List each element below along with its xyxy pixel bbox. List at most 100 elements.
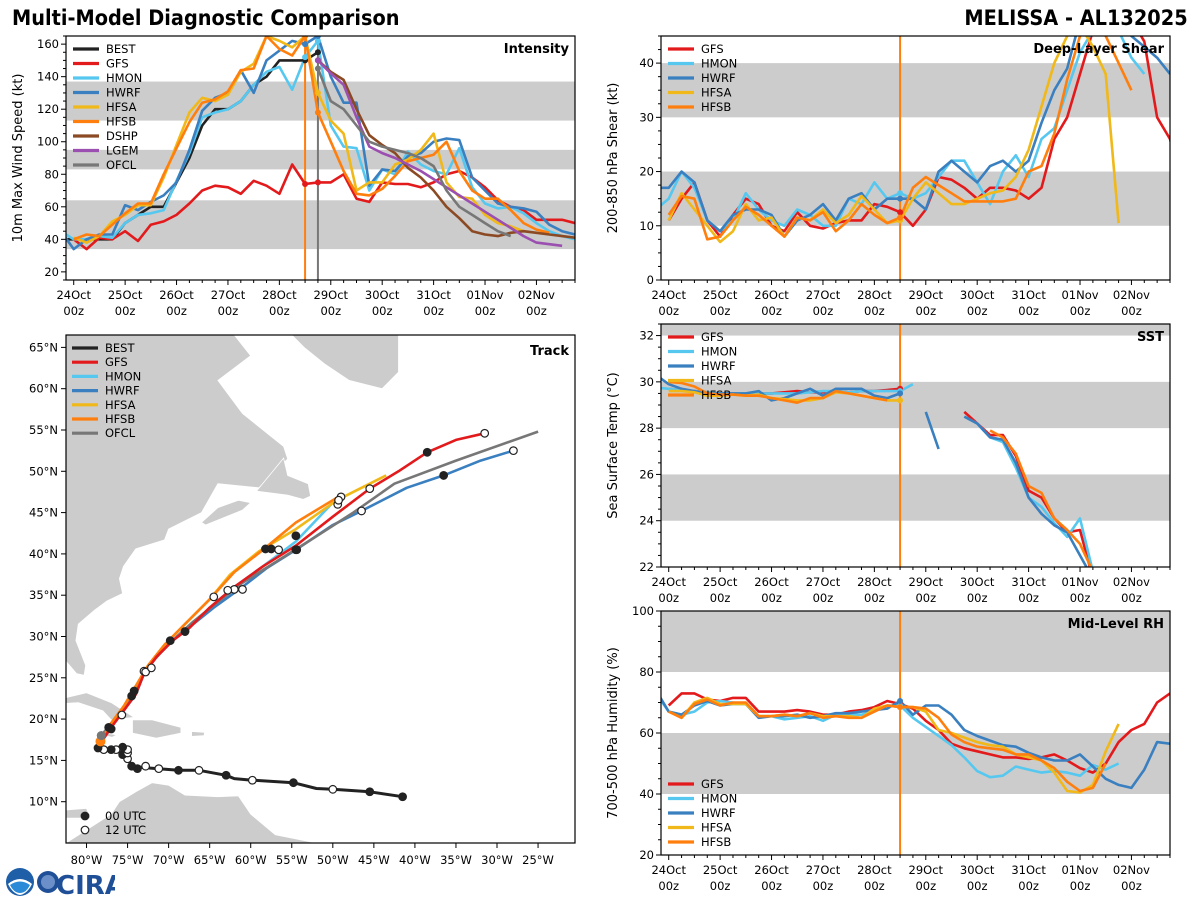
intensity-init-marker xyxy=(302,36,309,39)
sst-xtick-label-hour: 00z xyxy=(1121,591,1142,605)
rh-xtick-label-date: 31Oct xyxy=(1011,863,1046,877)
track-xtick-label: 70°W xyxy=(153,853,185,867)
legend-label-lgem: LGEM xyxy=(106,144,139,158)
shear-ytick-label: 20 xyxy=(639,165,654,179)
land-polygon xyxy=(255,457,312,500)
track-marker-00utc xyxy=(133,764,142,774)
rh-xtick-label-hour: 00z xyxy=(1121,879,1142,893)
legend-label-hfsa: HFSA xyxy=(701,86,732,100)
shear-xtick-label-hour: 00z xyxy=(1070,304,1091,318)
intensity-xtick-label-date: 25Oct xyxy=(108,288,143,302)
legend-label-best: BEST xyxy=(105,341,135,355)
sst-xtick-label-hour: 00z xyxy=(1018,591,1039,605)
track-ytick-label: 55°N xyxy=(29,423,58,437)
sst-ytick-label: 28 xyxy=(639,421,654,435)
legend-label-hwrf: HWRF xyxy=(105,384,140,398)
track-marker-00utc xyxy=(174,765,183,775)
shear-init-marker xyxy=(897,195,904,202)
track-marker-00utc xyxy=(365,787,375,797)
rh-xtick-label-hour: 00z xyxy=(915,879,936,893)
sst-xtick-label-hour: 00z xyxy=(967,591,988,605)
rh-xtick-label-date: 25Oct xyxy=(703,863,738,877)
rh-ytick-label: 80 xyxy=(639,665,654,679)
track-marker-00utc xyxy=(292,545,302,555)
sst-ytick-label: 32 xyxy=(639,329,654,343)
intensity-init-marker xyxy=(302,181,309,188)
shear-panel: 0 10 20 30 40 24Oct 00z 25Oct 00z 26Oct 00z 27Oct 00… xyxy=(606,35,1171,318)
intensity-series-hfsb xyxy=(73,36,550,241)
track-panel: 10°N 15°N 20°N 25°N 30°N 35°N 40°N 45°N 50°N 55°N… xyxy=(29,334,576,867)
shear-xtick-label-date: 30Oct xyxy=(960,288,995,302)
track-marker-12utc xyxy=(141,761,151,771)
track-xtick-label: 60°W xyxy=(235,853,267,867)
track-marker-00utc xyxy=(398,792,407,802)
intensity-ytick-label: 160 xyxy=(37,37,59,51)
land-polygon xyxy=(66,335,289,676)
track-ytick-label: 40°N xyxy=(29,547,58,561)
intensity-init-marker xyxy=(314,89,321,96)
sst-series-hwrf_b2 xyxy=(963,415,1088,567)
sst-panel: 22 24 26 28 30 32 24Oct 00z 25Oct 00z 26Oct 00z 27Oc… xyxy=(606,323,1171,605)
track-marker-12utc xyxy=(357,506,366,516)
intensity-xtick-label-hour: 00z xyxy=(115,304,136,318)
sst-shaded-band xyxy=(661,381,1170,429)
track-marker-12utc xyxy=(328,784,338,794)
shear-init-marker xyxy=(897,209,904,216)
track-ytick-label: 50°N xyxy=(29,464,58,478)
legend-label-hwrf: HWRF xyxy=(701,71,736,85)
track-xtick-label: 45°W xyxy=(358,853,390,867)
storm-title: MELISSA - AL132025 xyxy=(964,6,1188,30)
track-marker-12utc xyxy=(117,710,127,720)
track-marker-12utc xyxy=(480,428,490,438)
intensity-xtick-label-date: 01Nov xyxy=(466,288,503,302)
legend-label-hwrf: HWRF xyxy=(701,359,736,373)
shear-xtick-label-date: 02Nov xyxy=(1113,288,1150,302)
sst-shaded-band xyxy=(661,324,1170,336)
sst-xtick-label-date: 31Oct xyxy=(1011,575,1046,589)
track-marker-00utc xyxy=(165,636,175,646)
rh-xtick-label-date: 30Oct xyxy=(960,863,995,877)
land-polygon xyxy=(200,499,252,526)
sst-xtick-label-hour: 00z xyxy=(761,591,782,605)
shear-ytick-label: 10 xyxy=(639,219,654,233)
sst-xtick-label-date: 26Oct xyxy=(754,575,789,589)
sst-xtick-label-hour: 00z xyxy=(915,591,936,605)
land-polygon xyxy=(66,692,136,721)
track-marker-12utc xyxy=(154,764,164,774)
shear-xtick-label-date: 26Oct xyxy=(754,288,789,302)
intensity-xtick-label-hour: 00z xyxy=(269,304,290,318)
intensity-shaded-band xyxy=(66,149,575,170)
legend-label-hwrf: HWRF xyxy=(106,86,141,100)
cira-logo-text: CIRA xyxy=(56,871,115,898)
rh-shaded-band xyxy=(661,611,1170,672)
sst-xtick-label-date: 28Oct xyxy=(857,575,892,589)
intensity-y-axis-label: 10m Max Wind Speed (kt) xyxy=(11,74,26,243)
sst-xtick-label-hour: 00z xyxy=(1070,591,1091,605)
track-ytick-label: 35°N xyxy=(29,588,58,602)
legend-label-marker: 12 UTC xyxy=(105,823,146,837)
sst-init-marker xyxy=(897,397,904,404)
track-ytick-label: 60°N xyxy=(29,382,58,396)
page-title: Multi-Model Diagnostic Comparison xyxy=(12,6,400,30)
shear-xtick-label-hour: 00z xyxy=(915,304,936,318)
shear-init-marker xyxy=(897,214,904,221)
track-marker-12utc xyxy=(247,775,257,785)
track-ytick-label: 15°N xyxy=(29,753,58,767)
legend-label-marker: 00 UTC xyxy=(105,809,146,823)
sst-xtick-label-date: 30Oct xyxy=(960,575,995,589)
sst-series-hfsb_b xyxy=(989,429,1093,567)
intensity-init-marker xyxy=(314,37,321,44)
intensity-init-marker xyxy=(302,54,309,61)
rh-panel-title: Mid-Level RH xyxy=(1068,617,1164,632)
track-init-marker xyxy=(96,731,106,741)
intensity-ytick-label: 60 xyxy=(44,200,59,214)
intensity-panel-title: Intensity xyxy=(504,42,570,57)
legend-marker-12utc xyxy=(80,825,90,835)
legend-marker-00utc xyxy=(80,811,90,821)
intensity-xtick-label-hour: 00z xyxy=(63,304,84,318)
shear-xtick-label-date: 25Oct xyxy=(703,288,738,302)
rh-series-hfsb xyxy=(668,698,1107,793)
rh-ytick-label: 40 xyxy=(639,787,654,801)
